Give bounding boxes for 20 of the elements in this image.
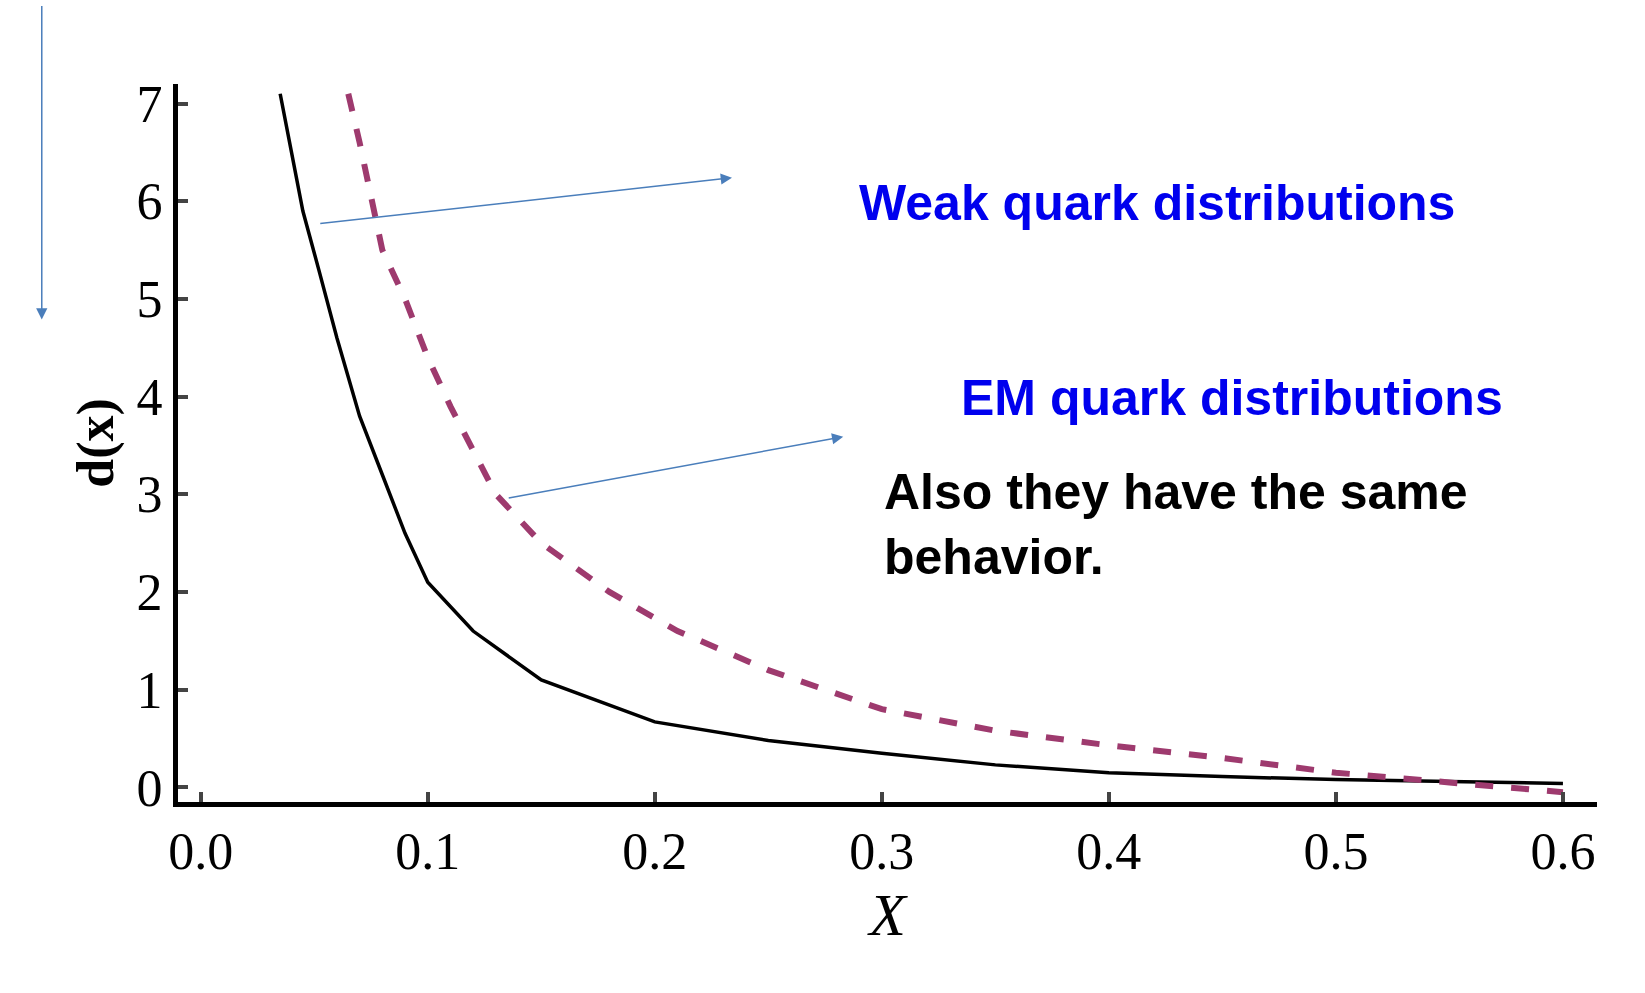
y-tick-label: 4 bbox=[136, 368, 163, 426]
x-tick-label: 0.4 bbox=[1076, 823, 1142, 881]
x-tick-label: 0.2 bbox=[622, 823, 688, 881]
annotation: Weak quark distributions bbox=[859, 175, 1456, 231]
y-tick-label: 3 bbox=[136, 466, 163, 524]
x-tick-label: 0.0 bbox=[168, 823, 234, 881]
annotation: EM quark distributions bbox=[961, 370, 1503, 426]
y-tick-label: 1 bbox=[136, 661, 163, 719]
y-axis-title: d(x) bbox=[66, 398, 125, 488]
x-tick-label: 0.3 bbox=[849, 823, 915, 881]
x-axis-title: X bbox=[867, 881, 909, 948]
y-tick-label: 6 bbox=[136, 173, 163, 231]
y-tick-label: 0 bbox=[136, 759, 163, 817]
y-tick-label: 5 bbox=[136, 271, 163, 329]
annotation: Also they have the same behavior. bbox=[884, 464, 1468, 585]
y-tick-label: 7 bbox=[136, 75, 163, 133]
x-tick-label: 0.1 bbox=[395, 823, 461, 881]
x-tick-label: 0.5 bbox=[1303, 823, 1369, 881]
x-tick-label: 0.6 bbox=[1530, 823, 1596, 881]
y-tick-label: 2 bbox=[136, 564, 163, 622]
